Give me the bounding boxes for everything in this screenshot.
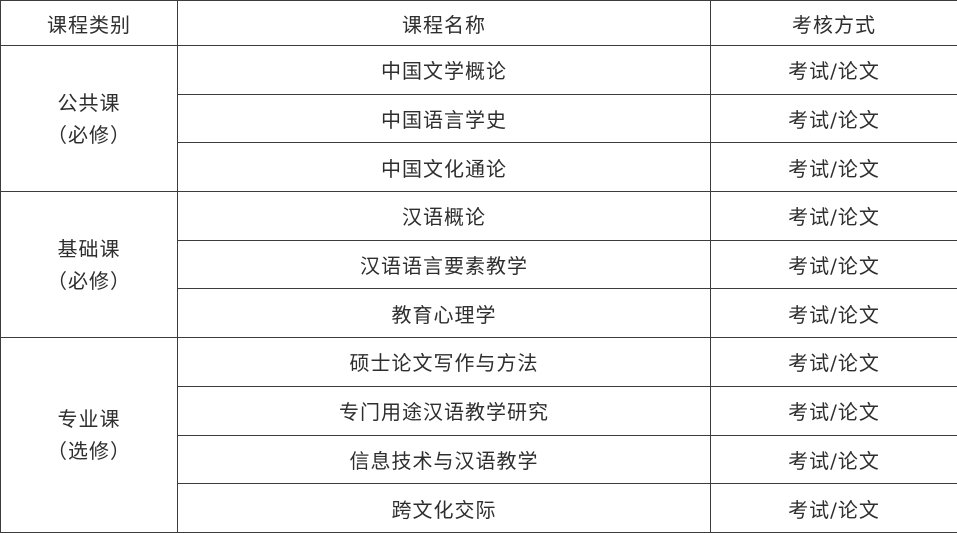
course-name-cell: 中国文学概论 xyxy=(177,45,711,95)
assessment-cell: 考试/论文 xyxy=(710,483,957,533)
category-note: （必修） xyxy=(47,268,131,293)
column-header-assessment: 考核方式 xyxy=(710,0,957,46)
assessment-cell: 考试/论文 xyxy=(710,45,957,95)
header-row: 课程类别 课程名称 考核方式 xyxy=(0,0,957,46)
category-note: （必修） xyxy=(47,122,131,147)
category-cell-public: 公共课 （必修） xyxy=(0,44,178,193)
assessment-cell: 考试/论文 xyxy=(710,288,957,339)
course-name-cell: 跨文化交际 xyxy=(177,483,711,533)
course-name-cell: 信息技术与汉语教学 xyxy=(177,434,711,485)
table-row: 基础课 （必修） 汉语概论 考试/论文 xyxy=(0,191,957,339)
assessment-cell: 考试/论文 xyxy=(710,239,957,290)
category-name: 专业课 xyxy=(57,407,121,432)
table-row: 专门用途汉语教学研究 考试/论文 xyxy=(1,385,957,436)
table-row: 中国语言学史 考试/论文 xyxy=(1,93,957,144)
table-row: 公共课 （必修） 中国文学概论 考试/论文 xyxy=(0,44,957,193)
assessment-cell: 考试/论文 xyxy=(710,337,957,387)
assessment-cell: 考试/论文 xyxy=(710,191,957,241)
course-name-cell: 硕士论文写作与方法 xyxy=(177,337,711,387)
category-cell-foundation: 基础课 （必修） xyxy=(0,191,178,339)
category-name: 公共课 xyxy=(57,90,121,115)
course-name-cell: 汉语概论 xyxy=(177,191,711,241)
table-row: 信息技术与汉语教学 考试/论文 xyxy=(1,434,957,485)
course-name-cell: 中国文化通论 xyxy=(177,142,711,193)
category-note: （选修） xyxy=(47,439,131,464)
table-row: 跨文化交际 考试/论文 xyxy=(1,483,957,533)
course-name-cell: 中国语言学史 xyxy=(177,93,711,144)
column-header-category: 课程类别 xyxy=(0,0,178,46)
category-name: 基础课 xyxy=(57,236,121,261)
assessment-cell: 考试/论文 xyxy=(710,385,957,436)
course-name-cell: 教育心理学 xyxy=(177,288,711,339)
category-cell-major: 专业课 （选修） xyxy=(0,337,178,533)
assessment-cell: 考试/论文 xyxy=(710,93,957,144)
table-row: 专业课 （选修） 硕士论文写作与方法 考试/论文 xyxy=(0,337,957,533)
course-name-cell: 汉语语言要素教学 xyxy=(177,239,711,290)
assessment-cell: 考试/论文 xyxy=(710,434,957,485)
assessment-cell: 考试/论文 xyxy=(710,142,957,193)
column-header-course-name: 课程名称 xyxy=(177,0,711,46)
course-name-cell: 专门用途汉语教学研究 xyxy=(177,385,711,436)
